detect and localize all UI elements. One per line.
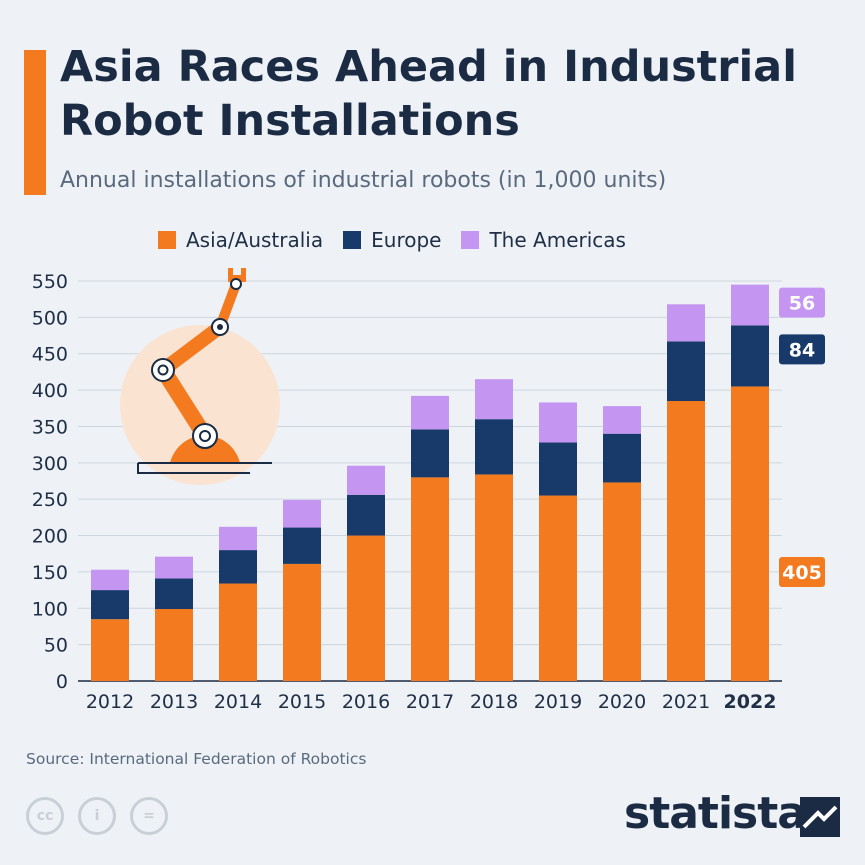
robot-joint-wrist-dot [217,324,223,330]
cc-icon: cc [26,797,64,835]
y-tick-label: 350 [32,416,68,438]
x-tick-label: 2019 [534,691,582,713]
bar-2020-europe [603,433,641,483]
bar-2019-europe [539,442,577,496]
y-tick-label: 300 [32,453,68,475]
legend-item-europe: Europe [343,228,441,252]
chart-title: Asia Races Ahead in Industrial Robot Ins… [60,42,797,146]
bar-2021-asia-australia [667,401,705,681]
bar-2022-the-americas [731,284,769,326]
legend-item-asia: Asia/Australia [158,228,323,252]
title-accent-bar [24,50,46,195]
robot-gripper [228,268,246,282]
y-tick-label: 500 [32,307,68,329]
y-tick-label: 400 [32,380,68,402]
bar-2013-the-americas [155,556,193,579]
legend: Asia/Australia Europe The Americas [158,226,626,254]
bar-2013-europe [155,578,193,609]
bar-2016-europe [347,494,385,536]
legend-item-americas: The Americas [461,228,626,252]
bar-2020-the-americas [603,406,641,434]
x-tick-label: 2020 [598,691,646,713]
legend-label-europe: Europe [371,228,442,252]
bar-2017-the-americas [411,395,449,430]
bar-2019-asia-australia [539,495,577,681]
y-tick-label: 150 [32,562,68,584]
bar-2017-europe [411,429,449,478]
y-tick-label: 50 [44,635,68,657]
y-tick-label: 0 [56,671,68,693]
stacked-bar-chart: 0 50 100 150 200 250 300 350 400 450 500 550 2012 20… [32,268,825,713]
statista-logo-text: statista [624,788,807,839]
chart-subtitle: Annual installations of industrial robot… [60,168,667,193]
bar-2016-the-americas [347,465,385,495]
robot-joint-base-inner [199,430,211,442]
statista-logo-icon [800,797,840,837]
bar-2015-the-americas [283,499,321,528]
x-tick-label: 2014 [214,691,262,713]
bar-2014-the-americas [219,526,257,551]
bar-2020-asia-australia [603,482,641,681]
data-label-the-americas: 56 [789,293,815,315]
bar-2012-europe [91,590,129,620]
source-note: Source: International Federation of Robo… [26,750,367,768]
data-label-box-asia-australia [779,557,825,588]
y-tick-label: 250 [32,489,68,511]
bar-2015-asia-australia [283,563,321,681]
license-icons: cc i = [26,797,168,835]
bar-2021-europe [667,341,705,401]
bar-2015-europe [283,527,321,564]
bar-2021-the-americas [667,304,705,342]
legend-label-asia: Asia/Australia [186,228,324,252]
x-tick-label: 2018 [470,691,518,713]
data-label-asia-australia: 405 [782,562,822,584]
bar-2022-europe [731,325,769,387]
x-tick-label: 2013 [150,691,198,713]
bar-2019-the-americas [539,402,577,443]
bar-2014-asia-australia [219,583,257,681]
robot-joint-tool [230,278,242,290]
bar-2013-asia-australia [155,609,193,681]
bar-2016-asia-australia [347,535,385,681]
robot-joint-elbow [151,358,175,382]
robot-arm-illustration [120,268,280,485]
bar-2018-europe [475,419,513,475]
y-tick-label: 450 [32,344,68,366]
robot-base [170,435,240,463]
data-label-europe: 84 [789,339,815,361]
bar-2014-europe [219,550,257,584]
x-tick-label: 2015 [278,691,326,713]
y-tick-label: 200 [32,526,68,548]
attribution-icon: i [78,797,116,835]
bar-2012-the-americas [91,569,129,591]
y-tick-label: 100 [32,598,68,620]
legend-swatch-europe [343,231,362,249]
x-tick-label: 2021 [662,691,710,713]
no-derivatives-icon: = [130,797,168,835]
x-tick-label: 2012 [86,691,134,713]
bar-2012-asia-australia [91,619,129,681]
y-tick-label: 550 [32,271,68,293]
legend-label-americas: The Americas [489,228,626,252]
bar-2017-asia-australia [411,477,449,681]
legend-swatch-americas [461,231,480,249]
x-tick-label: 2017 [406,691,454,713]
data-label-box-europe [779,334,825,365]
x-tick-label: 2022 [724,691,777,713]
robot-floor-bracket [137,463,250,474]
bar-2022-asia-australia [731,386,769,681]
x-tick-label: 2016 [342,691,390,713]
bar-2018-asia-australia [475,474,513,681]
robot-lower-arm [155,362,213,444]
bar-2018-the-americas [475,379,513,420]
robot-joint-elbow-inner [157,364,169,376]
legend-swatch-asia [158,231,176,249]
data-label-box-the-americas [779,287,825,318]
robot-joint-base [192,423,218,449]
